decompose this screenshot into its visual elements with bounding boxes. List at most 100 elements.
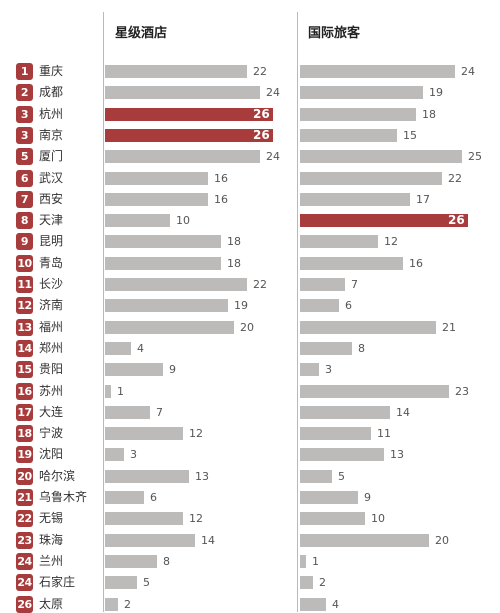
hotels-value-label: 12 — [189, 427, 203, 440]
hotels-bar — [105, 342, 131, 355]
hotels-bar — [105, 448, 124, 461]
city-label: 昆明 — [39, 234, 64, 248]
hotels-value-label: 26 — [253, 107, 270, 121]
hotels-bar — [105, 321, 234, 334]
hotels-bar — [105, 385, 111, 398]
tourists-bar — [300, 257, 403, 270]
rank-badge: 12 — [16, 297, 33, 314]
tourists-value-label: 2 — [319, 576, 326, 589]
tourists-value-label: 18 — [422, 108, 436, 121]
hotels-value-label: 18 — [227, 257, 241, 270]
tourists-value-label: 11 — [377, 427, 391, 440]
tourists-bar — [300, 150, 462, 163]
city-label: 西安 — [39, 192, 64, 206]
hotels-bar — [105, 512, 183, 525]
city-label: 哈尔滨 — [39, 469, 76, 483]
city-label: 天津 — [39, 213, 64, 227]
tourists-value-label: 12 — [384, 235, 398, 248]
rank-badge: 17 — [16, 404, 33, 421]
rank-badge: 24 — [16, 553, 33, 570]
tourists-value-label: 20 — [435, 534, 449, 547]
hotels-bar — [105, 129, 273, 142]
hotels-value-label: 14 — [201, 534, 215, 547]
hotels-bar — [105, 193, 208, 206]
hotels-value-label: 4 — [137, 342, 144, 355]
hotels-bar — [105, 65, 247, 78]
rank-badge: 18 — [16, 425, 33, 442]
tourists-value-label: 5 — [338, 470, 345, 483]
tourists-bar — [300, 214, 468, 227]
hotels-bar — [105, 299, 228, 312]
hotels-bar — [105, 534, 195, 547]
hotels-bar — [105, 214, 170, 227]
tourists-value-label: 6 — [345, 299, 352, 312]
tourists-bar — [300, 448, 384, 461]
hotels-column-header: 星级酒店 — [115, 26, 168, 41]
tourists-bar — [300, 363, 319, 376]
rank-badge: 7 — [16, 191, 33, 208]
tourists-value-label: 8 — [358, 342, 365, 355]
city-label: 苏州 — [39, 384, 64, 398]
rank-badge: 16 — [16, 383, 33, 400]
hotels-value-label: 22 — [253, 65, 267, 78]
tourists-value-label: 22 — [448, 172, 462, 185]
rank-badge: 1 — [16, 63, 33, 80]
hotels-value-label: 12 — [189, 512, 203, 525]
tourists-column-header: 国际旅客 — [308, 26, 361, 41]
tourists-bar — [300, 278, 345, 291]
tourists-bar — [300, 86, 423, 99]
tourists-bar — [300, 65, 455, 78]
rank-badge: 21 — [16, 489, 33, 506]
rank-badge: 3 — [16, 106, 33, 123]
tourists-value-label: 21 — [442, 321, 456, 334]
rank-badge: 5 — [16, 148, 33, 165]
hotels-value-label: 1 — [117, 385, 124, 398]
tourists-bar — [300, 299, 339, 312]
rank-badge: 20 — [16, 468, 33, 485]
tourists-value-label: 14 — [396, 406, 410, 419]
hotels-bar — [105, 363, 163, 376]
rank-badge: 11 — [16, 276, 33, 293]
tourists-value-label: 23 — [455, 385, 469, 398]
city-label: 青岛 — [39, 256, 64, 270]
hotels-bar — [105, 555, 157, 568]
tourists-bar — [300, 491, 358, 504]
rank-badge: 13 — [16, 319, 33, 336]
city-label: 福州 — [39, 320, 64, 334]
tourists-value-label: 4 — [332, 598, 339, 611]
tourists-value-label: 7 — [351, 278, 358, 291]
hotels-bar — [105, 235, 221, 248]
city-label: 无锡 — [39, 511, 64, 525]
tourists-value-label: 1 — [312, 555, 319, 568]
hotels-bar — [105, 86, 260, 99]
hotels-value-label: 16 — [214, 193, 228, 206]
city-label: 济南 — [39, 298, 64, 312]
hotels-bar — [105, 108, 273, 121]
tourists-bar — [300, 534, 429, 547]
rank-badge: 14 — [16, 340, 33, 357]
tourists-bar — [300, 235, 378, 248]
hotels-value-label: 13 — [195, 470, 209, 483]
hotels-bar — [105, 278, 247, 291]
hotels-value-label: 6 — [150, 491, 157, 504]
hotels-value-label: 24 — [266, 150, 280, 163]
hotels-value-label: 3 — [130, 448, 137, 461]
rank-badge: 3 — [16, 127, 33, 144]
tourists-bar — [300, 321, 436, 334]
hotels-bar — [105, 470, 189, 483]
tourists-bar — [300, 512, 365, 525]
city-label: 郑州 — [39, 341, 64, 355]
city-label: 太原 — [39, 597, 64, 611]
tourists-bar — [300, 470, 332, 483]
hotels-value-label: 10 — [176, 214, 190, 227]
city-label: 厦门 — [39, 149, 64, 163]
grid-line-middle — [297, 12, 298, 612]
hotels-value-label: 24 — [266, 86, 280, 99]
tourists-value-label: 26 — [448, 213, 465, 227]
hotels-value-label: 9 — [169, 363, 176, 376]
hotels-value-label: 22 — [253, 278, 267, 291]
rank-badge: 2 — [16, 84, 33, 101]
tourists-bar — [300, 555, 306, 568]
tourists-value-label: 17 — [416, 193, 430, 206]
tourists-bar — [300, 108, 416, 121]
